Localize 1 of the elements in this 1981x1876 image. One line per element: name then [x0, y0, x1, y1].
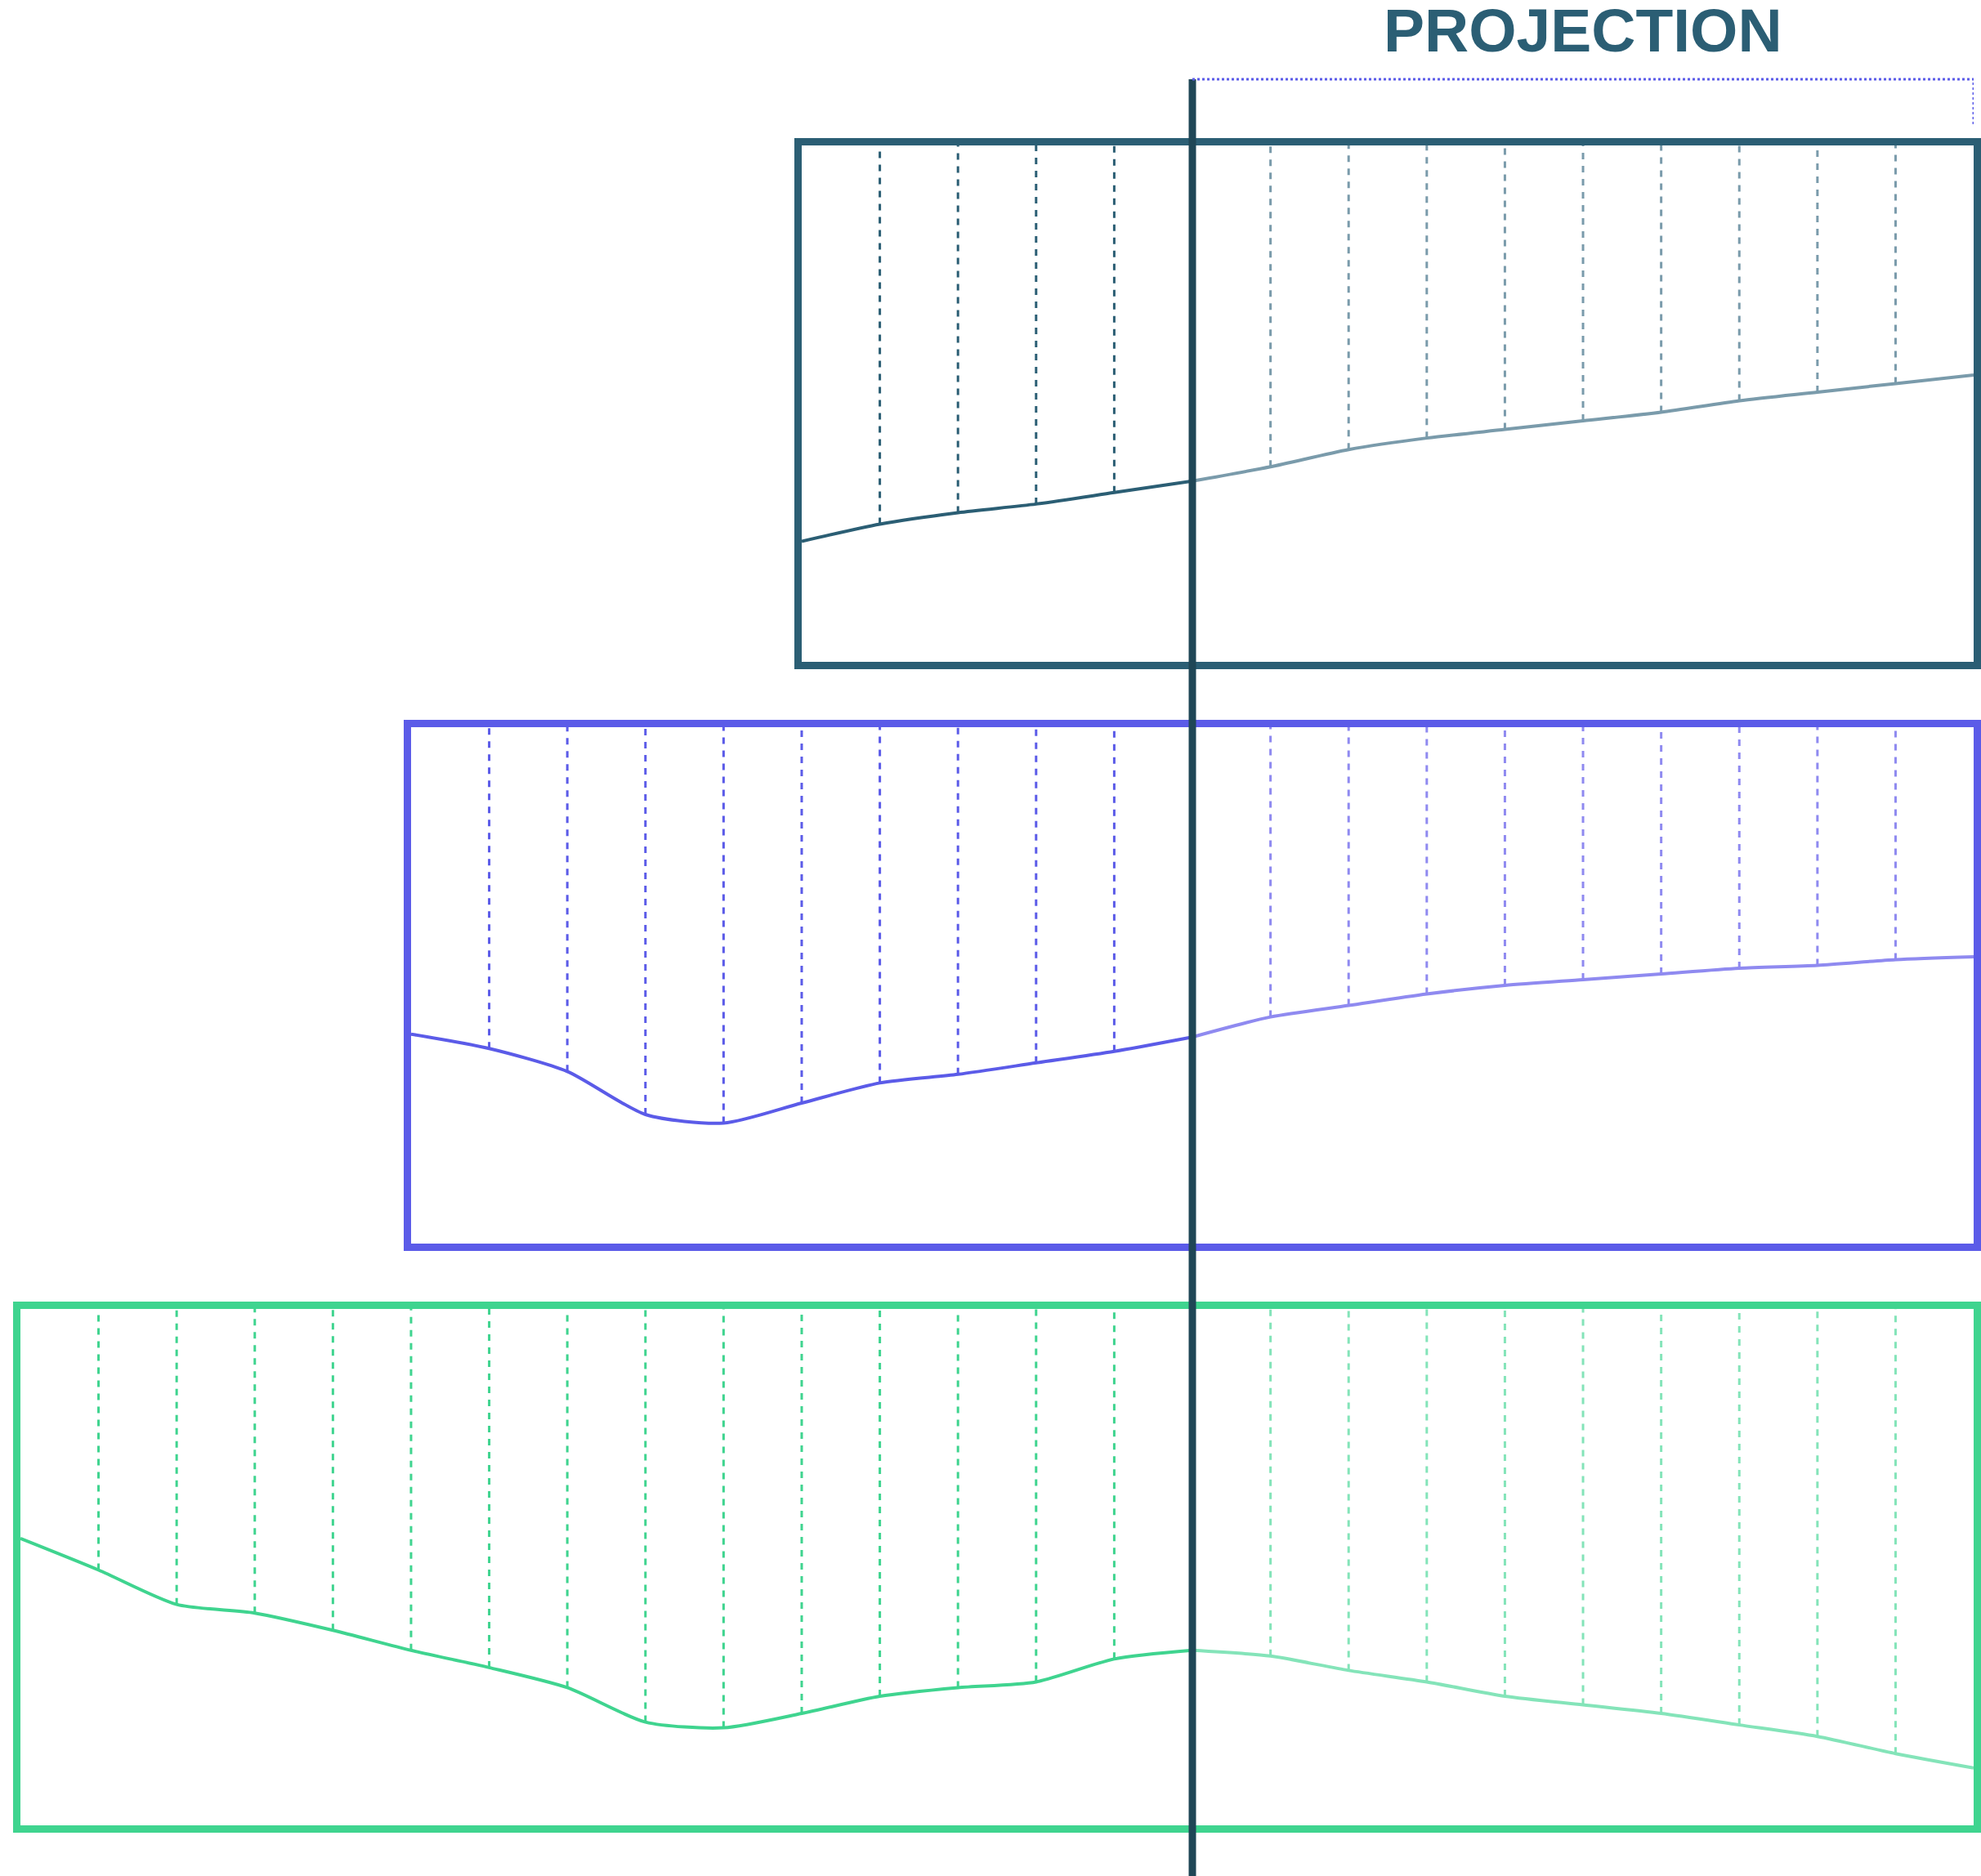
- chart-title: PROJECTION: [1384, 0, 1782, 65]
